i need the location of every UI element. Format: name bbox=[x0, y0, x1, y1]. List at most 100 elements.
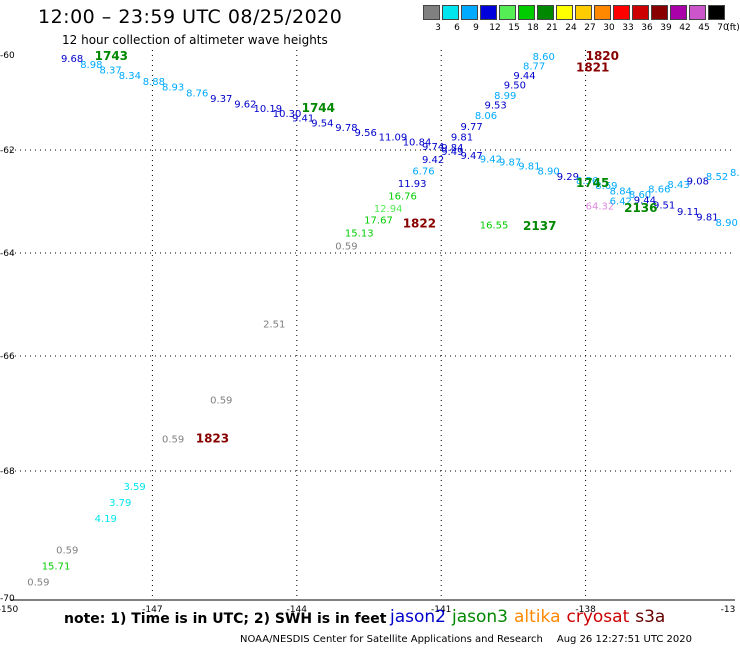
legend-item-jason2: jason2 bbox=[390, 607, 446, 627]
color-scale-label: 9 bbox=[473, 23, 479, 33]
color-scale-swatch bbox=[651, 5, 668, 20]
wave-height-label: 9.87 bbox=[499, 157, 521, 168]
wave-height-label: 8.98 bbox=[80, 60, 102, 71]
wave-height-label: 9.50 bbox=[504, 80, 526, 91]
pass-time-label: 1744 bbox=[302, 101, 335, 115]
wave-height-label: 3.59 bbox=[124, 482, 146, 493]
wave-height-label: 8.90 bbox=[537, 167, 559, 178]
lat-tick-label: -62 bbox=[0, 146, 15, 156]
lat-tick-label: -66 bbox=[0, 352, 15, 362]
lon-tick-label: -144 bbox=[287, 605, 308, 615]
color-scale-swatch bbox=[423, 5, 440, 20]
wave-height-label: 8.60 bbox=[533, 52, 555, 63]
wave-height-label: 4.19 bbox=[95, 514, 117, 525]
legend-item-jason3: jason3 bbox=[452, 607, 508, 627]
satellite-legend: jason2 jason3 altika cryosat s3a bbox=[390, 607, 671, 627]
color-scale-label: 21 bbox=[546, 23, 558, 33]
color-scale-label: 15 bbox=[508, 23, 520, 33]
wave-height-label: 0.59 bbox=[335, 241, 357, 252]
color-scale-label: 12 bbox=[489, 23, 501, 33]
wave-height-label: 9.68 bbox=[61, 54, 83, 65]
wave-height-label: 12.94 bbox=[374, 204, 403, 215]
color-scale-swatch bbox=[480, 5, 497, 20]
color-scale-label: 18 bbox=[527, 23, 539, 33]
wave-height-label: 15.13 bbox=[345, 229, 374, 240]
color-scale-label: 6 bbox=[454, 23, 460, 33]
color-scale-swatch bbox=[556, 5, 573, 20]
color-scale-swatch bbox=[613, 5, 630, 20]
lat-tick-label: -64 bbox=[0, 249, 15, 259]
legend-item-altika: altika bbox=[514, 607, 561, 627]
lat-tick-label: -60 bbox=[0, 51, 15, 61]
wave-height-label: 9.44 bbox=[634, 196, 656, 207]
wave-height-label: 9.08 bbox=[687, 177, 709, 188]
wave-height-label: 9.62 bbox=[234, 99, 256, 110]
pass-time-label: 1820 bbox=[586, 49, 619, 63]
observation-labels: 9.688.988.378.348.888.938.769.37 9.6210.1… bbox=[27, 52, 740, 589]
color-scale-swatch bbox=[442, 5, 459, 20]
lon-tick-label: -147 bbox=[142, 605, 162, 615]
color-scale-label: 42 bbox=[679, 23, 691, 33]
wave-height-label: 8.99 bbox=[494, 91, 516, 102]
color-scale-label: 45 bbox=[698, 23, 710, 33]
map-grid bbox=[10, 50, 735, 601]
wave-height-label: 9.51 bbox=[653, 201, 675, 212]
wave-height-label: 9.81 bbox=[696, 213, 718, 224]
wave-height-label: 8.06 bbox=[475, 111, 497, 122]
wave-height-label: 64.32 bbox=[586, 202, 615, 213]
color-scale-swatch bbox=[632, 5, 649, 20]
wave-height-label: 9.11 bbox=[677, 207, 699, 218]
wave-height-label: 8.90 bbox=[716, 218, 738, 229]
color-scale-label: 24 bbox=[565, 23, 577, 33]
legend-item-cryosat: cryosat bbox=[566, 607, 630, 627]
color-scale-unit: (ft) bbox=[726, 23, 740, 33]
wave-height-label: 10.19 bbox=[253, 104, 282, 115]
color-scale-label: 70 bbox=[717, 23, 729, 33]
wave-height-label: 8.56 bbox=[576, 176, 598, 187]
wave-height-label: 16.76 bbox=[388, 191, 417, 202]
lon-tick-label: -150 bbox=[0, 605, 18, 615]
pass-time-label: 1823 bbox=[196, 431, 229, 445]
legend-item-s3a: s3a bbox=[635, 607, 666, 627]
wave-height-label: 9.29 bbox=[557, 172, 579, 183]
color-scale-label: 27 bbox=[584, 23, 596, 33]
wave-height-label: 3.79 bbox=[109, 498, 131, 509]
color-scale-swatch bbox=[461, 5, 478, 20]
wave-height-label: 11.93 bbox=[398, 179, 427, 190]
wave-height-label: 6.76 bbox=[412, 167, 434, 178]
wave-height-label: 8.52 bbox=[706, 172, 728, 183]
color-scale-label: 33 bbox=[622, 23, 634, 33]
pass-time-label: 1743 bbox=[95, 49, 128, 63]
wave-height-label: 11.09 bbox=[379, 133, 408, 144]
map-axis-ticks: -60 -62 -64 -66 -68 -70-150 -147 -144 -141 -138 -1… bbox=[0, 51, 735, 615]
wave-height-label: 0.59 bbox=[162, 434, 184, 445]
wave-height-label: 8.84 bbox=[610, 186, 632, 197]
color-scale-label: 30 bbox=[603, 23, 615, 33]
wave-height-label: 0.59 bbox=[56, 546, 78, 557]
wave-height-label: 8.60 bbox=[629, 190, 651, 201]
wave-height-label: 9.81 bbox=[451, 133, 473, 144]
wave-height-label: 8.66 bbox=[648, 185, 670, 196]
wave-height-label: 10.84 bbox=[403, 137, 432, 148]
lat-tick-label: -68 bbox=[0, 467, 15, 477]
wave-height-label: 9.81 bbox=[518, 162, 540, 173]
wave-height-label: 9.49 bbox=[441, 147, 463, 158]
wave-height-label: 8.77 bbox=[523, 61, 545, 72]
wave-height-label: 8.37 bbox=[99, 66, 121, 77]
color-scale-label: 39 bbox=[660, 23, 672, 33]
wave-height-label: 0.59 bbox=[210, 396, 232, 407]
footer-timestamp: Aug 26 12:27:51 UTC 2020 bbox=[556, 634, 693, 645]
wave-height-label: 9.78 bbox=[335, 123, 357, 134]
wave-height-label: 17.67 bbox=[364, 216, 393, 227]
color-scale-swatch bbox=[537, 5, 554, 20]
wave-height-label: 8.93 bbox=[162, 83, 184, 94]
wave-height-label: 9.53 bbox=[485, 101, 507, 112]
wave-height-label: 0.59 bbox=[27, 577, 49, 588]
wave-height-label: 8.34 bbox=[119, 71, 141, 82]
color-scale-swatch bbox=[594, 5, 611, 20]
pass-time-label: 1821 bbox=[576, 61, 609, 75]
color-scale-swatch bbox=[670, 5, 687, 20]
wave-height-label: 9.74 bbox=[422, 142, 444, 153]
lat-tick-label: -70 bbox=[0, 594, 15, 604]
